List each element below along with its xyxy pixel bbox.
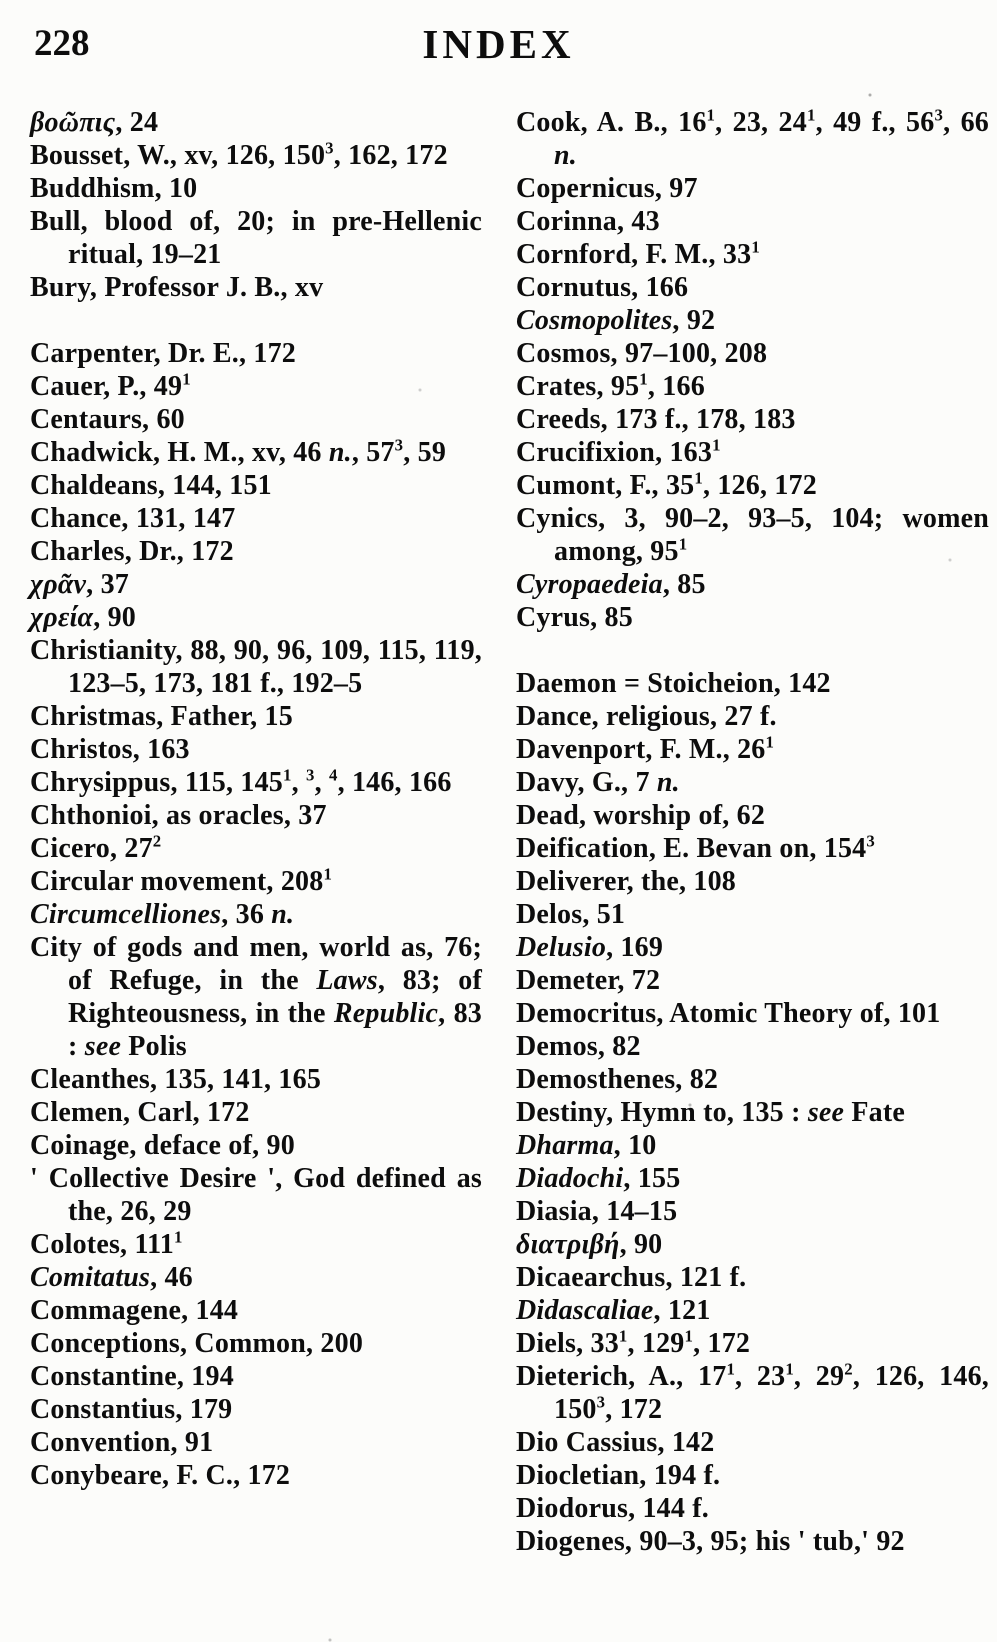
index-entry: Conybeare, F. C., 172 (30, 1460, 291, 1491)
index-entry: χρᾶν, 37 (30, 569, 129, 600)
index-entry: Coinage, deface of, 90 (30, 1130, 295, 1161)
index-entry: Colotes, 1111 (30, 1227, 183, 1260)
index-entry: Demos, 82 (516, 1031, 641, 1062)
index-entry: Cicero, 272 (30, 831, 162, 864)
right-column: Cook, A. B., 161, 23, 241, 49 f., 563, 6… (516, 106, 989, 1558)
index-entry: Dance, religious, 27 f. (516, 701, 777, 732)
index-entry: Demosthenes, 82 (516, 1064, 719, 1095)
index-entry: διατριβή, 90 (516, 1229, 663, 1260)
index-entry: City of gods and men, world as, 76; of R… (30, 932, 483, 1062)
index-entry: Dharma, 10 (516, 1130, 657, 1161)
index-entry: Cornford, F. M., 331 (516, 237, 760, 270)
index-entry: Clemen, Carl, 172 (30, 1097, 250, 1128)
index-entry: Didascaliae, 121 (516, 1295, 711, 1326)
index-entry: βοῶπις, 24 (30, 107, 159, 138)
index-entry: Convention, 91 (30, 1427, 214, 1458)
index-entry: Davenport, F. M., 261 (516, 732, 775, 765)
page-header: 228 INDEX (0, 0, 997, 102)
index-entry: Delos, 51 (516, 899, 626, 930)
index-entry: Cleanthes, 135, 141, 165 (30, 1064, 322, 1095)
index-entry: Diodorus, 144 f. (516, 1493, 709, 1524)
page-number: 228 (34, 23, 90, 64)
index-entry: Chance, 131, 147 (30, 503, 236, 534)
index-entry: Cauer, P., 491 (30, 369, 191, 402)
index-entry: Christianity, 88, 90, 96, 109, 115, 119,… (30, 635, 482, 699)
index-entry: Deification, E. Bevan on, 1543 (516, 831, 875, 864)
index-entry: Commagene, 144 (30, 1295, 239, 1326)
index-entry: Daemon = Stoicheion, 142 (516, 668, 831, 699)
index-entry: Comitatus, 46 (30, 1262, 193, 1293)
index-entry: Demeter, 72 (516, 965, 661, 996)
index-entry: Conceptions, Common, 200 (30, 1328, 364, 1359)
index-entry: Cumont, F., 351, 126, 172 (516, 468, 817, 501)
index-entry: Creeds, 173 f., 178, 183 (516, 404, 796, 435)
index-entry: Dicaearchus, 121 f. (516, 1262, 747, 1293)
index-entry: Chaldeans, 144, 151 (30, 470, 272, 501)
page-title: INDEX (422, 21, 575, 67)
index-entry: Centaurs, 60 (30, 404, 185, 435)
index-entry: Charles, Dr., 172 (30, 536, 234, 567)
index-entry: Diasia, 14–15 (516, 1196, 678, 1227)
index-entry: Carpenter, Dr. E., 172 (30, 338, 296, 369)
index-entry: Copernicus, 97 (516, 173, 698, 204)
index-entry: Constantius, 179 (30, 1394, 233, 1425)
index-entry: χρεία, 90 (30, 602, 137, 633)
index-columns: βοῶπις, 24 Bousset, W., xv, 126, 1503, 16… (0, 102, 997, 1558)
index-entry: Diogenes, 90–3, 95; his ' tub,' 92 (516, 1526, 905, 1557)
index-entry: Deliverer, the, 108 (516, 866, 736, 897)
index-entry: Christmas, Father, 15 (30, 701, 293, 732)
index-entry: ' Collective Desire ', God defined as th… (30, 1163, 482, 1227)
index-entry: Cornutus, 166 (516, 272, 689, 303)
index-entry: Delusio, 169 (516, 932, 664, 963)
index-entry: Democritus, Atomic Theory of, 101 (516, 998, 941, 1029)
index-entry: Cyropaedeia, 85 (516, 569, 706, 600)
index-entry: Chthonioi, as oracles, 37 (30, 800, 327, 831)
index-entry: Bousset, W., xv, 126, 1503, 162, 172 (30, 138, 448, 171)
left-column: βοῶπις, 24 Bousset, W., xv, 126, 1503, 16… (30, 106, 482, 1492)
index-entry: Bull, blood of, 20; in pre-Hellenic ritu… (30, 206, 482, 270)
index-entry: Corinna, 43 (516, 206, 660, 237)
index-entry: Bury, Professor J. B., xv (30, 272, 324, 303)
index-entry: Cyrus, 85 (516, 602, 633, 633)
index-entry: Christos, 163 (30, 734, 190, 765)
index-entry: Diadochi, 155 (516, 1163, 681, 1194)
index-entry: Diocletian, 194 f. (516, 1460, 721, 1491)
index-entry: Crates, 951, 166 (516, 369, 705, 402)
index-page: 228 INDEX βοῶπις, 24 Bousset, W., xv, 126… (0, 0, 997, 1558)
index-entry: Cook, A. B., 161, 23, 241, 49 f., 563, 6… (516, 105, 989, 171)
index-entry: Davy, G., 7 n. (516, 767, 680, 798)
index-entry: Chadwick, H. M., xv, 46 n., 573, 59 (30, 435, 447, 468)
index-entry: Crucifixion, 1631 (516, 435, 721, 468)
index-entry: Destiny, Hymn to, 135 : see Fate (516, 1097, 906, 1128)
index-entry: Cosmos, 97–100, 208 (516, 338, 768, 369)
index-entry: Cosmopolites, 92 (516, 305, 716, 336)
index-entry: Circumcelliones, 36 n. (30, 899, 295, 930)
index-entry: Constantine, 194 (30, 1361, 234, 1392)
index-entry: Circular movement, 2081 (30, 864, 333, 897)
index-entry: Diels, 331, 1291, 172 (516, 1326, 751, 1359)
index-entry: Dio Cassius, 142 (516, 1427, 715, 1458)
index-entry: Dieterich, A., 171, 231, 292, 126, 146, … (516, 1359, 989, 1425)
index-entry: Cynics, 3, 90–2, 93–5, 104; women among,… (516, 503, 989, 567)
index-entry: Chrysippus, 115, 1451, 3, 4, 146, 166 (30, 765, 452, 798)
index-entry: Dead, worship of, 62 (516, 800, 766, 831)
index-entry: Buddhism, 10 (30, 173, 198, 204)
